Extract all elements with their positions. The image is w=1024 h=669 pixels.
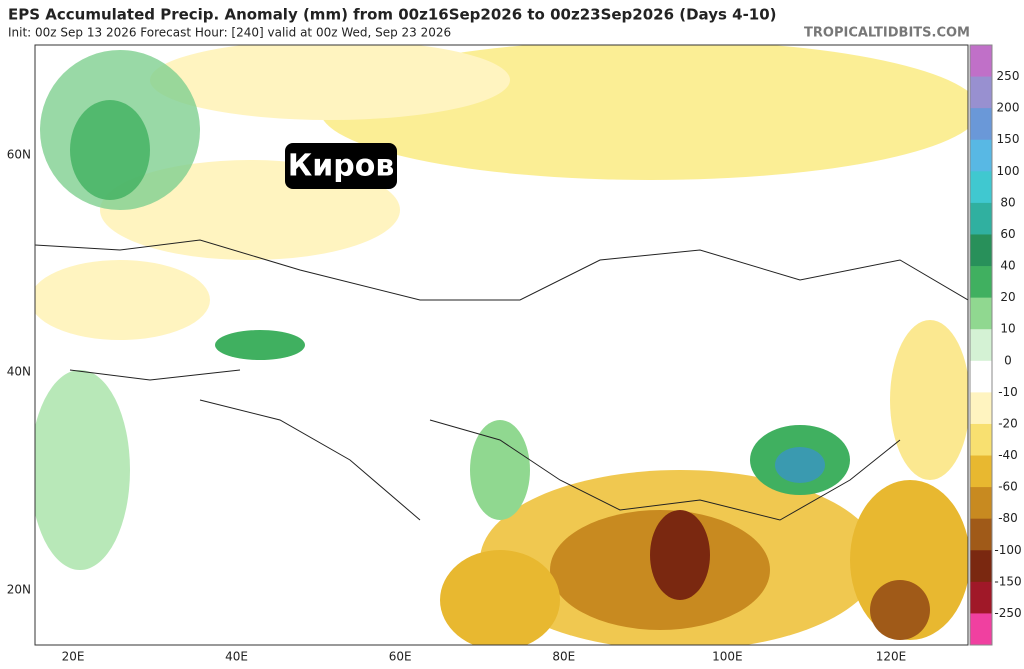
- colorbar-label: -20: [998, 416, 1018, 430]
- colorbar-label: 40: [1000, 259, 1015, 273]
- colorbar-label: -100: [994, 543, 1021, 557]
- colorbar-swatch: [970, 487, 992, 520]
- colorbar-swatch: [970, 613, 992, 646]
- colorbar-label: 10: [1000, 322, 1015, 336]
- lon-label: 20E: [62, 650, 85, 664]
- colorbar-swatch: [970, 455, 992, 488]
- colorbar-swatch: [970, 139, 992, 172]
- colorbar-label: -10: [998, 385, 1018, 399]
- colorbar-swatch: [970, 108, 992, 141]
- lat-label: 60N: [7, 148, 31, 162]
- source: TROPICALTIDBITS.COM: [804, 26, 970, 41]
- colorbar-label: -60: [998, 480, 1018, 494]
- colorbar-label: 80: [1000, 195, 1015, 209]
- colorbar-swatch: [970, 518, 992, 551]
- subtitle: Init: 00z Sep 13 2026 Forecast Hour: [24…: [8, 26, 451, 40]
- colorbar-label: -80: [998, 511, 1018, 525]
- colorbar-label: 0: [1004, 353, 1012, 367]
- colorbar-swatch: [970, 76, 992, 109]
- colorbar-label: -250: [994, 606, 1021, 620]
- colorbar-swatch: [970, 202, 992, 235]
- city-label: Киров: [288, 149, 395, 184]
- map-field: [35, 45, 968, 645]
- colorbar-swatch: [970, 297, 992, 330]
- lon-label: 100E: [712, 650, 743, 664]
- colorbar-label: -150: [994, 574, 1021, 588]
- colorbar-swatch: [970, 266, 992, 299]
- lat-label: 40N: [7, 365, 31, 379]
- colorbar-frame: [969, 44, 993, 646]
- colorbar-swatch: [970, 329, 992, 362]
- colorbar-swatch: [970, 550, 992, 583]
- lon-label: 40E: [225, 650, 248, 664]
- title: EPS Accumulated Precip. Anomaly (mm) fro…: [8, 6, 777, 24]
- colorbar-label: 20: [1000, 290, 1015, 304]
- colorbar-swatch: [970, 234, 992, 267]
- colorbar-label: 200: [997, 101, 1020, 115]
- lon-label: 120E: [876, 650, 907, 664]
- lat-label: 20N: [7, 583, 31, 597]
- colorbar-swatch: [970, 423, 992, 457]
- map-frame: [34, 44, 969, 646]
- lon-label: 80E: [552, 650, 575, 664]
- colorbar-label: 150: [997, 132, 1020, 146]
- colorbar-swatch: [970, 392, 992, 425]
- colorbar-swatch: [970, 360, 992, 393]
- colorbar-label: -40: [998, 448, 1018, 462]
- colorbar-swatch: [970, 581, 992, 614]
- colorbar-label: 250: [997, 69, 1020, 83]
- colorbar-label: 60: [1000, 227, 1015, 241]
- lon-label: 60E: [389, 650, 412, 664]
- colorbar-label: 100: [997, 164, 1020, 178]
- city-box: [285, 143, 397, 189]
- colorbar-swatch: [970, 171, 992, 204]
- colorbar-swatch: [970, 45, 992, 78]
